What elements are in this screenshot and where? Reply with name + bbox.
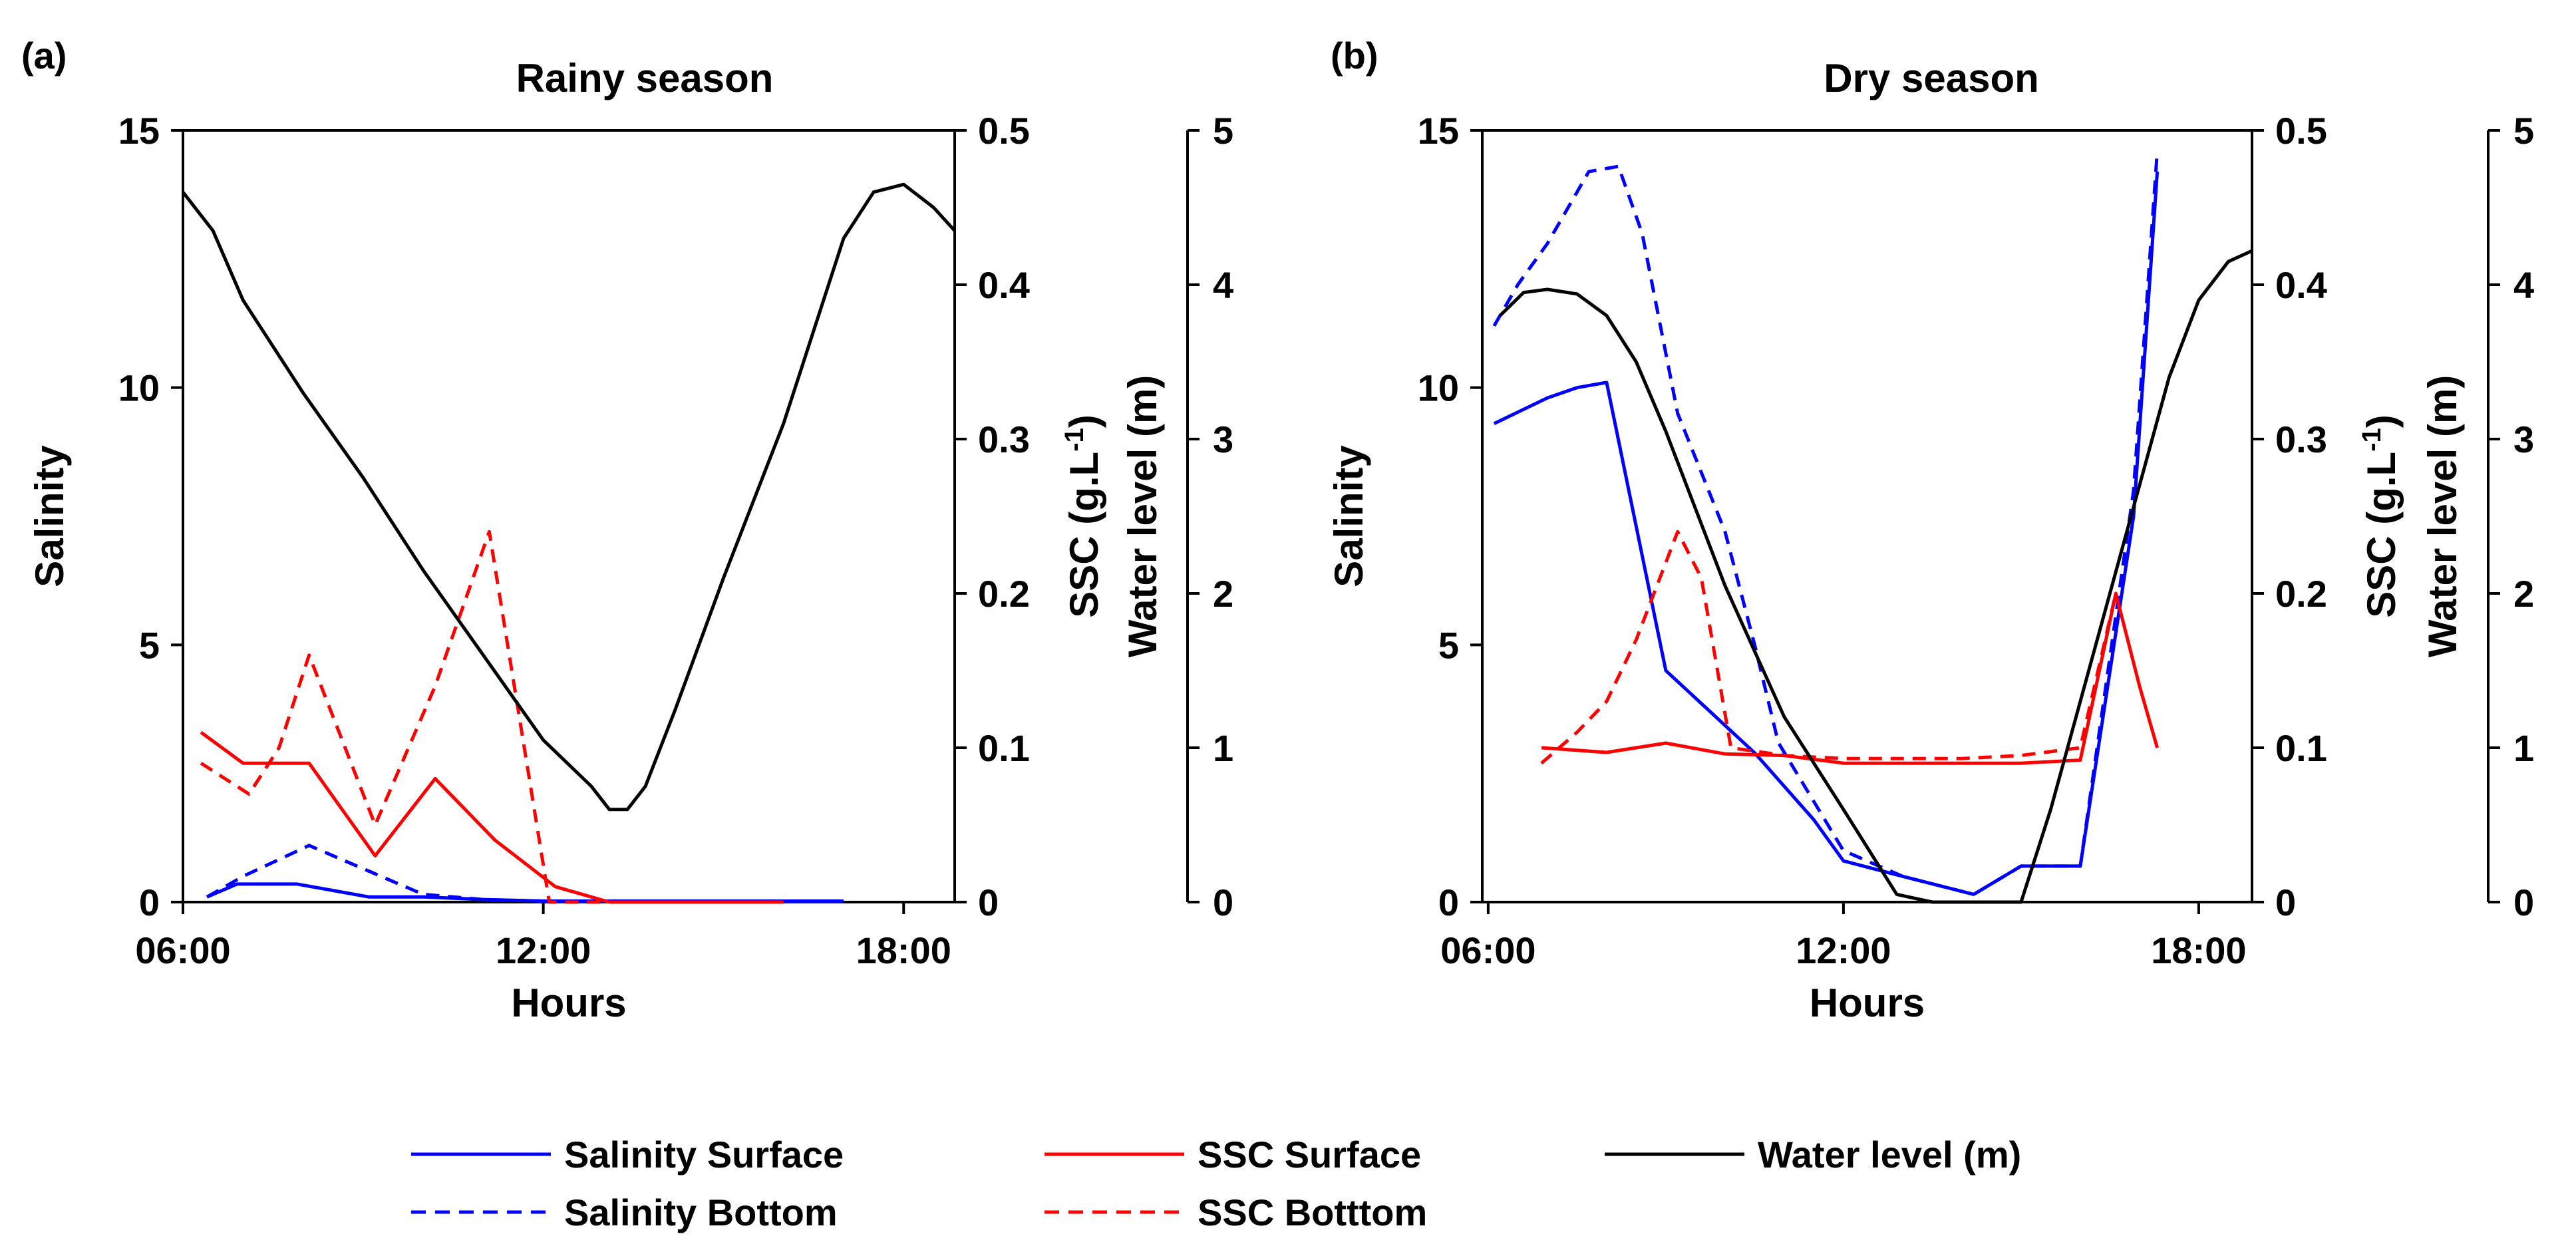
series-line-water-level-m: [1498, 249, 2253, 904]
legend-entry-salinity-surface: Salinity Surface: [411, 1134, 844, 1176]
legend-label: Salinity Surface: [564, 1134, 844, 1176]
salinity-tick-label: 0: [139, 881, 160, 923]
series-line-salinity-bottom: [1492, 150, 2160, 896]
water-level-tick-label: 5: [1213, 110, 1233, 152]
x-tick-label: 12:00: [1796, 929, 1891, 971]
water-level-tick-label: 3: [2513, 418, 2534, 460]
water-level-tick-label: 4: [2513, 264, 2534, 306]
panel-title: Rainy season: [516, 56, 774, 100]
series-line-salinity-surface: [206, 882, 844, 903]
series-line-water-level-m: [182, 182, 956, 812]
axes-layer: [171, 129, 1200, 914]
x-tick-label: 18:00: [2151, 929, 2246, 971]
water-level-tick-label: 1: [1213, 727, 1233, 769]
x-tick-label: 06:00: [1440, 929, 1535, 971]
x-tick-label: 18:00: [856, 929, 951, 971]
salinity-tick-label: 15: [1418, 110, 1459, 152]
axis-text-layer: 0 5 10 15 0 0.1 0.2 0.3 0.4 0.5 0 1 2 3 4 5 06:00 12:00 18…: [1327, 110, 2534, 1025]
ssc-tick-label: 0.1: [2275, 727, 2327, 769]
salinity-tick-label: 10: [118, 367, 160, 409]
legend-label: SSC Botttom: [1198, 1191, 1427, 1233]
water-level-tick-label: 0: [1213, 881, 1233, 923]
x-axis-label: Hours: [511, 981, 626, 1025]
water-level-axis-label: Water level (m): [1120, 375, 1165, 658]
panel-b-dry-season: (b) Dry season 05101500.10.20.30.40.5012…: [1327, 35, 2534, 1025]
legend-label: SSC Surface: [1198, 1134, 1421, 1176]
legend-label: Salinity Bottom: [564, 1191, 838, 1233]
ssc-tick-label: 0.4: [978, 264, 1030, 306]
salinity-axis-label: Salinity: [27, 445, 72, 587]
ssc-tick-label: 0.2: [978, 573, 1030, 615]
water-level-tick-label: 0: [2513, 881, 2534, 923]
series-line-salinity-bottom: [206, 844, 544, 903]
series-line-ssc-surface: [1541, 591, 2160, 765]
water-level-axis-label: Water level (m): [2420, 375, 2465, 658]
salinity-tick-label: 5: [1438, 624, 1459, 666]
ssc-axis-label: SSC (g.L-1): [1060, 414, 1106, 618]
series-line-salinity-surface: [1493, 171, 2160, 896]
water-level-tick-label: 3: [1213, 418, 1233, 460]
x-axis-label: Hours: [1810, 981, 1925, 1025]
ssc-tick-label: 0.3: [978, 418, 1030, 460]
legend-entry-salinity-bottom: Salinity Bottom: [411, 1191, 838, 1233]
ssc-tick-label: 0.5: [2275, 110, 2327, 152]
plot-frame: [182, 129, 956, 903]
axes-layer: [1470, 129, 2500, 914]
ssc-tick-label: 0.5: [978, 110, 1030, 152]
series-line-ssc-botttom: [1540, 530, 2118, 765]
water-level-tick-label: 2: [1213, 573, 1233, 615]
water-level-tick-label: 2: [2513, 573, 2534, 615]
salinity-tick-label: 15: [118, 110, 160, 152]
ssc-tick-label: 0.4: [2275, 264, 2327, 306]
x-tick-label: 12:00: [496, 929, 591, 971]
x-tick-label: 06:00: [135, 929, 230, 971]
ssc-axis-label: SSC (g.L-1): [2357, 414, 2404, 618]
legend-entry-ssc-surface: SSC Surface: [1045, 1134, 1421, 1176]
salinity-tick-label: 5: [139, 624, 160, 666]
legend-label: Water level (m): [1758, 1134, 2021, 1176]
salinity-axis-label: Salinity: [1327, 445, 1371, 587]
water-level-tick-label: 1: [2513, 727, 2534, 769]
series-layer: [182, 182, 956, 904]
ssc-tick-label: 0.2: [2275, 573, 2327, 615]
water-level-tick-label: 4: [1213, 264, 1233, 306]
ssc-tick-label: 0.1: [978, 727, 1030, 769]
ssc-tick-label: 0: [978, 881, 999, 923]
salinity-tick-label: 10: [1418, 367, 1459, 409]
panel-label: (a): [21, 35, 67, 77]
series-line-ssc-surface: [200, 730, 784, 904]
salinity-tick-label: 0: [1438, 881, 1459, 923]
series-layer: [1492, 150, 2253, 904]
panel-title: Dry season: [1824, 56, 2039, 100]
legend-entry-water-level: Water level (m): [1605, 1134, 2021, 1176]
panel-a-rainy-season: (a) Rainy season 05101500.10.20.30.40.50…: [21, 35, 1233, 1025]
axis-text-layer: 0 5 10 15 0 0.1 0.2 0.3 0.4 0.5 0 1 2 3 4 5 06:00 12:00 18…: [27, 110, 1233, 1025]
legend: Salinity Surface Salinity Bottom SSC Sur…: [411, 1134, 2021, 1233]
panel-label: (b): [1331, 35, 1378, 77]
ssc-tick-label: 0.3: [2275, 418, 2327, 460]
plot-frame: [1481, 129, 2253, 903]
series-line-ssc-botttom: [200, 530, 754, 904]
legend-entry-ssc-bottom: SSC Botttom: [1045, 1191, 1427, 1233]
ssc-tick-label: 0: [2275, 881, 2296, 923]
water-level-tick-label: 5: [2513, 110, 2534, 152]
